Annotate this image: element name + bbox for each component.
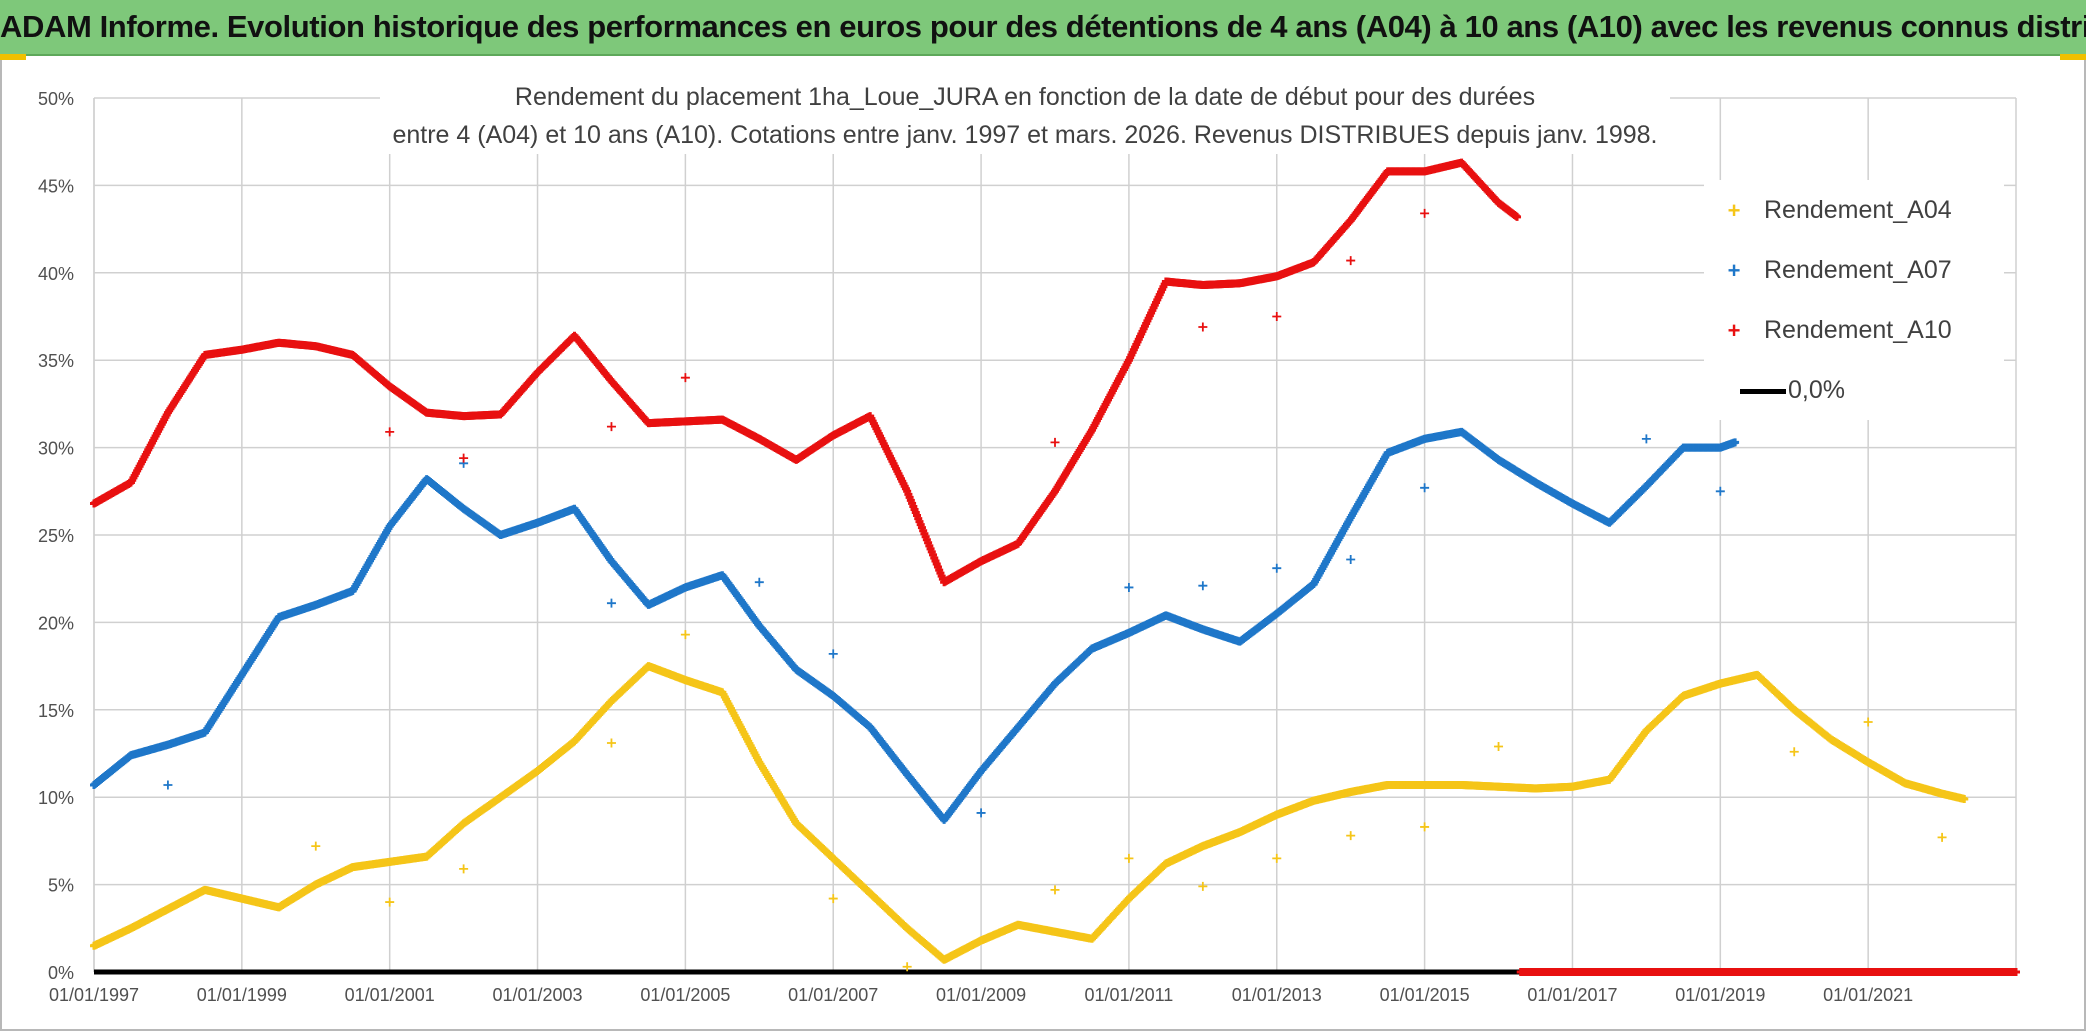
x-tick-label: 01/01/2005 xyxy=(640,985,730,1005)
outlier-point-a04 xyxy=(1937,832,1947,842)
x-tick-label: 01/01/2019 xyxy=(1675,985,1765,1005)
outlier-point-a10 xyxy=(680,373,690,383)
series-a10 xyxy=(90,158,2020,976)
series-a04 xyxy=(90,630,1969,972)
outlier-point-a10 xyxy=(1346,256,1356,266)
x-tick-label: 01/01/2009 xyxy=(936,985,1026,1005)
y-tick-label: 10% xyxy=(38,788,74,808)
outlier-point-a07 xyxy=(606,598,616,608)
outlier-point-a10 xyxy=(1050,437,1060,447)
chart-title-line-2: entre 4 (A04) et 10 ans (A10). Cotations… xyxy=(392,121,1658,149)
y-tick-label: 0% xyxy=(48,963,74,983)
corner-accent xyxy=(0,54,26,60)
x-tick-label: 01/01/1999 xyxy=(197,985,287,1005)
y-axis-ticks: 0% 5% 10% 15% 20% 25% 30% 35% 40% 45% 50% xyxy=(38,89,74,983)
outlier-point-a07 xyxy=(1272,563,1282,573)
y-tick-label: 35% xyxy=(38,351,74,371)
legend-item-a10: + Rendement_A10 xyxy=(1704,310,1952,350)
outlier-point-a04 xyxy=(1346,831,1356,841)
legend-marker-a10: + xyxy=(1727,318,1741,343)
header-banner: ADAM Informe. Evolution historique des p… xyxy=(0,0,2086,56)
data-point-a10 xyxy=(1513,212,1522,221)
x-tick-label: 01/01/2015 xyxy=(1380,985,1470,1005)
x-tick-label: 01/01/1997 xyxy=(49,985,139,1005)
x-tick-label: 01/01/2021 xyxy=(1823,985,1913,1005)
chart-title-line-1: Rendement du placement 1ha_Loue_JURA en … xyxy=(514,83,1536,111)
outlier-point-a07 xyxy=(163,780,173,790)
legend-label-zero: 0,0% xyxy=(1788,376,1845,404)
outlier-point-a10 xyxy=(1272,312,1282,321)
y-tick-label: 25% xyxy=(38,526,74,546)
outlier-point-a07 xyxy=(828,649,838,659)
outlier-point-a07 xyxy=(1420,483,1430,493)
y-tick-label: 30% xyxy=(38,439,74,459)
outlier-point-a07 xyxy=(1641,434,1651,444)
series-a07 xyxy=(90,427,1740,824)
outlier-point-a04 xyxy=(680,630,690,640)
x-tick-label: 01/01/2007 xyxy=(788,985,878,1005)
zero-point-a10 xyxy=(2012,968,2020,976)
legend-line-zero xyxy=(1740,388,1786,394)
outlier-point-a04 xyxy=(902,962,912,972)
outlier-point-a07 xyxy=(754,577,764,587)
outlier-point-a04 xyxy=(385,897,395,907)
data-point-a07 xyxy=(1731,438,1740,447)
outlier-point-a04 xyxy=(1863,717,1873,727)
legend-item-a04: + Rendement_A04 xyxy=(1704,190,1952,230)
outlier-point-a10 xyxy=(385,427,395,437)
y-tick-label: 15% xyxy=(38,701,74,721)
outlier-point-a04 xyxy=(1272,853,1282,863)
legend-item-a07: + Rendement_A07 xyxy=(1704,250,1952,290)
y-tick-label: 20% xyxy=(38,613,74,633)
legend-item-zero: 0,0% xyxy=(1704,370,1845,410)
outlier-point-a10 xyxy=(1198,322,1208,332)
legend-marker-a04: + xyxy=(1727,198,1741,223)
outlier-point-a04 xyxy=(1124,853,1134,863)
y-tick-label: 40% xyxy=(38,264,74,284)
plot-area xyxy=(90,158,2020,976)
outlier-point-a04 xyxy=(1494,742,1504,752)
x-tick-label: 01/01/2003 xyxy=(492,985,582,1005)
outlier-point-a07 xyxy=(1715,486,1725,496)
x-tick-label: 01/01/2011 xyxy=(1085,985,1174,1005)
outlier-point-a07 xyxy=(976,808,986,818)
outlier-point-a04 xyxy=(459,864,469,874)
legend: + Rendement_A04 + Rendement_A07 + Rendement… xyxy=(1704,180,2004,420)
y-tick-label: 5% xyxy=(48,876,74,896)
outlier-point-a04 xyxy=(1420,822,1430,832)
legend-label-a10: Rendement_A10 xyxy=(1764,316,1952,344)
outlier-point-a07 xyxy=(1198,581,1208,591)
legend-label-a04: Rendement_A04 xyxy=(1764,196,1952,224)
x-tick-label: 01/01/2013 xyxy=(1232,985,1322,1005)
outlier-point-a10 xyxy=(606,422,616,432)
chart-title: Rendement du placement 1ha_Loue_JURA en … xyxy=(380,78,1670,154)
data-point-a04 xyxy=(1960,794,1969,803)
outlier-point-a04 xyxy=(1198,881,1208,891)
outlier-point-a04 xyxy=(828,894,838,904)
outlier-point-a04 xyxy=(606,738,616,748)
outlier-point-a10 xyxy=(459,453,469,463)
outlier-point-a10 xyxy=(1420,208,1430,218)
outlier-point-a07 xyxy=(1124,582,1134,592)
outlier-point-a07 xyxy=(1346,554,1356,564)
legend-label-a07: Rendement_A07 xyxy=(1764,256,1952,284)
legend-marker-a07: + xyxy=(1727,258,1741,283)
x-tick-label: 01/01/2017 xyxy=(1527,985,1617,1005)
outlier-point-a04 xyxy=(1789,747,1799,757)
y-tick-label: 45% xyxy=(38,176,74,196)
page-title: ADAM Informe. Evolution historique des p… xyxy=(0,9,2086,44)
outlier-point-a04 xyxy=(311,841,321,851)
y-tick-label: 50% xyxy=(38,89,74,109)
outlier-point-a04 xyxy=(1050,885,1060,895)
corner-accent xyxy=(2060,54,2086,60)
x-axis-ticks: 01/01/1997 01/01/1999 01/01/2001 01/01/2003… xyxy=(49,985,1913,1005)
x-tick-label: 01/01/2001 xyxy=(345,985,435,1005)
